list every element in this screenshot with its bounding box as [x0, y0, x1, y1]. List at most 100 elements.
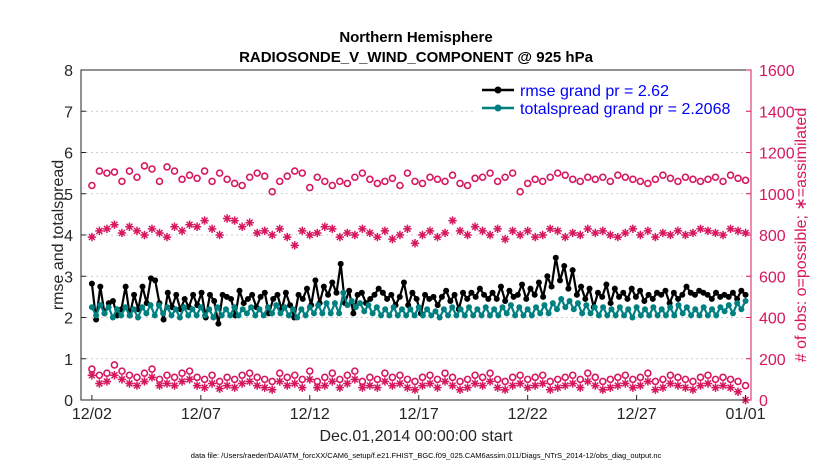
y-tick-label: 0: [64, 393, 73, 410]
obs-assimilated-point: [553, 383, 562, 392]
data-point: [497, 283, 504, 290]
data-point: [725, 302, 732, 309]
obs-assimilated-point: [485, 230, 495, 240]
obs-assimilated-point: [673, 226, 683, 236]
data-point: [122, 304, 129, 311]
obs-assimilated-point: [508, 381, 517, 390]
obs-possible-point: [644, 369, 652, 377]
data-point: [603, 281, 610, 288]
obs-possible-point: [388, 373, 397, 382]
data-point: [114, 306, 121, 313]
obs-possible-point: [441, 177, 449, 186]
data-point: [662, 312, 669, 319]
obs-assimilated-point: [613, 232, 623, 242]
obs-assimilated-point: [403, 383, 412, 392]
obs-assimilated-point: [222, 214, 232, 223]
obs-possible-point: [283, 172, 292, 181]
obs-possible-point: [418, 373, 427, 382]
obs-possible-point: [486, 169, 494, 177]
obs-assimilated-point: [260, 383, 269, 392]
obs-assimilated-point: [523, 383, 532, 392]
data-point: [641, 298, 648, 304]
obs-assimilated-point: [478, 381, 487, 390]
obs-assimilated-point: [320, 381, 330, 390]
data-point: [281, 304, 288, 311]
data-point: [218, 312, 225, 319]
data-point: [210, 314, 217, 321]
data-point: [725, 293, 732, 300]
obs-assimilated-point: [440, 228, 450, 238]
data-point: [249, 291, 256, 298]
obs-assimilated-point: [493, 383, 502, 392]
data-point: [583, 302, 590, 309]
data-point: [190, 291, 197, 298]
obs-possible-point: [125, 371, 134, 380]
data-point: [164, 289, 171, 296]
obs-assimilated-point: [711, 228, 720, 238]
data-point: [252, 312, 259, 319]
data-point: [386, 312, 393, 319]
data-point: [189, 306, 196, 313]
obs-assimilated-point: [162, 232, 172, 242]
obs-possible-point: [704, 371, 712, 380]
data-point: [375, 285, 382, 292]
x-tick-label: 12/07: [181, 406, 221, 423]
obs-possible-point: [103, 369, 111, 377]
obs-assimilated-point: [741, 228, 750, 238]
obs-assimilated-point: [283, 232, 292, 242]
obs-assimilated-point: [410, 385, 420, 394]
obs-assimilated-point: [688, 228, 698, 238]
obs-possible-point: [366, 175, 374, 184]
obs-possible-point: [456, 377, 464, 386]
obs-possible-point: [636, 373, 645, 382]
obs-assimilated-point: [125, 379, 134, 388]
data-point: [384, 295, 391, 302]
obs-possible-point: [674, 373, 682, 382]
data-point: [257, 293, 264, 300]
obs-possible-point: [553, 169, 562, 177]
obs-possible-point: [200, 167, 209, 175]
obs-possible-point: [253, 169, 261, 177]
data-point: [734, 300, 741, 307]
data-point: [445, 312, 452, 319]
data-point: [579, 310, 586, 317]
series-assimilated: [87, 214, 750, 250]
obs-assimilated-point: [651, 385, 660, 394]
data-point: [544, 273, 551, 280]
obs-assimilated-point: [343, 379, 352, 388]
data-point: [398, 306, 405, 313]
data-point: [713, 312, 720, 319]
obs-assimilated-point: [192, 381, 202, 390]
data-point: [277, 310, 284, 317]
obs-possible-point: [463, 375, 472, 384]
data-point: [499, 304, 506, 311]
obs-assimilated-point: [651, 232, 660, 242]
data-point: [495, 312, 502, 319]
y2-tick-label: 400: [759, 311, 786, 328]
data-point: [303, 285, 310, 292]
data-point: [535, 279, 542, 286]
data-point: [565, 285, 572, 292]
obs-possible-point: [321, 373, 329, 382]
obs-possible-point: [531, 373, 539, 382]
obs-assimilated-point: [523, 226, 532, 236]
data-point: [620, 289, 627, 296]
data-point: [197, 304, 204, 311]
obs-possible-point: [614, 373, 622, 382]
obs-assimilated-point: [373, 232, 382, 242]
y-tick-label: 6: [64, 146, 73, 163]
footer-data-file: data file: /Users/raeder/DAI/ATM_forcXX/…: [191, 451, 662, 460]
data-point: [485, 295, 492, 302]
data-point: [264, 304, 271, 311]
y-tick-label: 3: [64, 269, 73, 286]
obs-possible-point: [351, 367, 359, 375]
obs-possible-point: [140, 162, 149, 170]
obs-possible-point: [373, 179, 382, 188]
data-point: [97, 302, 104, 309]
obs-assimilated-point: [733, 387, 743, 396]
obs-possible-point: [734, 377, 742, 386]
data-point: [371, 291, 378, 298]
data-point: [172, 306, 179, 313]
data-point: [637, 312, 644, 319]
data-point: [520, 312, 527, 319]
